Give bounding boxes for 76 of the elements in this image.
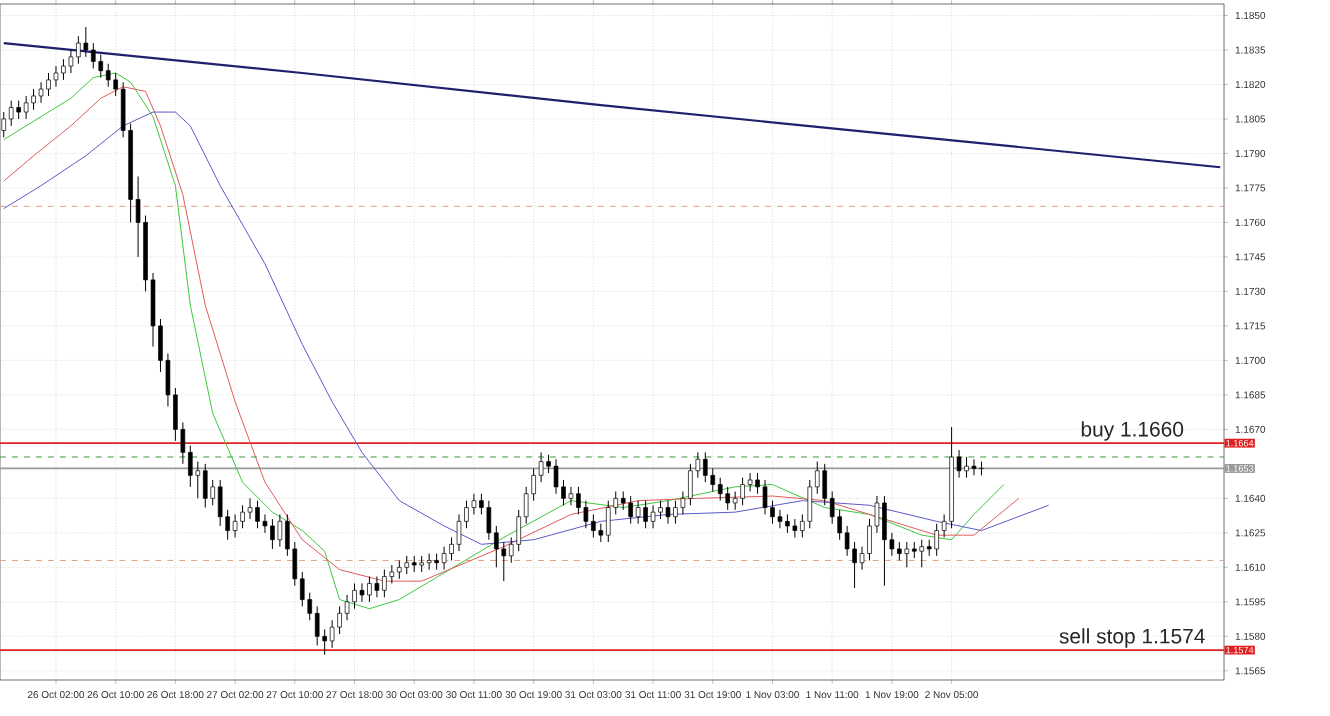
candlestick xyxy=(628,495,633,525)
candlestick xyxy=(240,504,245,529)
candlestick xyxy=(747,472,753,492)
candlestick xyxy=(605,500,611,543)
candlestick xyxy=(792,518,798,538)
candlestick xyxy=(46,72,51,97)
candlestick xyxy=(255,500,260,529)
candlestick xyxy=(98,54,104,79)
candlestick xyxy=(971,458,977,476)
candlestick xyxy=(658,500,663,520)
candlestick xyxy=(344,594,350,621)
candlestick xyxy=(591,513,596,538)
candlestick xyxy=(8,100,14,127)
candlestick xyxy=(367,576,372,603)
candlestick xyxy=(270,518,275,550)
candlestick xyxy=(620,490,626,511)
candlestick xyxy=(397,559,402,580)
candlestick xyxy=(456,513,462,552)
candlestick xyxy=(934,523,939,557)
candlestick xyxy=(76,35,81,65)
candlestick xyxy=(314,605,320,647)
candlestick xyxy=(38,81,44,104)
candlestick xyxy=(53,65,59,88)
candlestick xyxy=(643,500,648,529)
candlestick xyxy=(382,569,387,598)
candlestick xyxy=(688,463,693,506)
candlestick xyxy=(16,100,21,120)
candlestick xyxy=(202,463,208,509)
candlestick xyxy=(277,513,283,548)
candlestick xyxy=(217,479,223,527)
candlestick xyxy=(232,513,238,538)
candlestick xyxy=(568,486,574,506)
candlestick xyxy=(762,479,768,515)
candlestick xyxy=(83,26,89,58)
candlestick xyxy=(673,500,678,525)
candlestick xyxy=(635,500,641,525)
candlestick xyxy=(725,486,730,511)
candlestick xyxy=(583,500,589,529)
candlestick xyxy=(359,582,365,603)
candlestick xyxy=(61,58,66,81)
candlestick xyxy=(105,63,111,88)
candlestick xyxy=(68,49,74,74)
candlestick xyxy=(777,509,783,529)
candlestick xyxy=(897,541,902,561)
candlestick xyxy=(471,493,477,515)
candlestick xyxy=(31,88,36,111)
candlestick xyxy=(374,576,380,598)
annotation: buy 1.1660 xyxy=(1081,421,1184,441)
candlestick xyxy=(91,42,96,69)
candlestick xyxy=(882,495,887,587)
candlestick xyxy=(389,564,395,584)
candlestick xyxy=(404,555,410,575)
candlestick xyxy=(785,513,790,534)
candlestick xyxy=(426,553,432,571)
candlestick xyxy=(23,95,29,120)
candlestick xyxy=(650,504,656,529)
candlestick xyxy=(665,500,671,525)
candlestick xyxy=(329,619,335,649)
candlestick xyxy=(732,490,738,511)
candlestick xyxy=(919,539,925,568)
annotation: sell stop 1.1574 xyxy=(1059,628,1205,648)
candlestick xyxy=(710,467,716,492)
candlestick xyxy=(352,582,357,610)
candlestick xyxy=(441,546,447,571)
candlestick xyxy=(553,458,559,495)
candlestick xyxy=(247,497,253,520)
candlestick xyxy=(740,477,745,506)
candlestick xyxy=(717,477,723,502)
candlestick xyxy=(904,541,910,568)
candlestick xyxy=(703,451,708,483)
line-series xyxy=(2,41,1222,169)
candlestick xyxy=(964,456,969,479)
candlestick xyxy=(576,486,581,515)
candlestick xyxy=(262,513,268,534)
candlestick xyxy=(337,605,342,635)
candlestick xyxy=(1,111,7,138)
